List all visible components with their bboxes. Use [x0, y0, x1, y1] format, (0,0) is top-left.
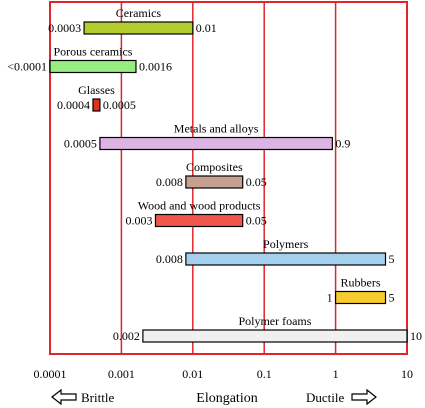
- range-bar: [99, 136, 333, 151]
- min-value-label: 0.003: [125, 214, 152, 228]
- max-value-label: 0.9: [335, 137, 350, 151]
- material-name: Composites: [186, 160, 243, 174]
- max-value-label: 5: [389, 252, 395, 266]
- brittle-label: Brittle: [81, 390, 114, 405]
- min-value-label: 1: [327, 291, 333, 305]
- max-value-label: 0.01: [196, 21, 217, 35]
- range-bar: [92, 98, 101, 112]
- x-axis-ticks: 0.0001 0.001 0.01 0.1 1 10: [34, 367, 414, 381]
- max-value-label: 0.0016: [139, 60, 172, 74]
- min-value-label: 0.0004: [57, 98, 90, 112]
- max-value-label: 0.05: [246, 214, 267, 228]
- material-name: Wood and wood products: [138, 199, 261, 213]
- x-tick-label: 1: [333, 367, 339, 381]
- max-value-label: 0.0005: [103, 98, 136, 112]
- ductile-label: Ductile: [306, 390, 344, 405]
- range-bar: [185, 175, 244, 189]
- min-value-label: 0.0003: [48, 21, 81, 35]
- range-bar: [83, 21, 194, 35]
- min-value-label: <0.0001: [7, 60, 47, 74]
- max-value-label: 5: [389, 291, 395, 305]
- material-name: Rubbers: [341, 276, 381, 290]
- x-tick-label: 10: [401, 367, 413, 381]
- x-tick-label: 0.01: [182, 367, 203, 381]
- max-value-label: 0.05: [246, 175, 267, 189]
- min-value-label: 0.0005: [64, 137, 97, 151]
- range-bar: [142, 329, 408, 343]
- material-name: Ceramics: [116, 6, 162, 20]
- max-value-label: 10: [410, 329, 422, 343]
- ductile-arrow-icon: [351, 388, 377, 406]
- material-name: Glasses: [78, 83, 115, 97]
- range-bars: Ceramics 0.0003 0.01 Porous ceramics <0.0001…: [7, 6, 422, 343]
- material-name: Polymers: [263, 237, 309, 251]
- plot-frame: [49, 1, 408, 355]
- x-axis-label: Elongation: [196, 391, 257, 406]
- material-name: Metals and alloys: [174, 122, 259, 136]
- range-bar: [49, 59, 137, 74]
- brittle-arrow-icon: [51, 388, 77, 406]
- x-tick-label: 0.0001: [34, 367, 67, 381]
- min-value-label: 0.008: [156, 252, 183, 266]
- range-bar: [185, 252, 387, 266]
- material-name: Porous ceramics: [53, 45, 132, 59]
- x-tick-label: 0.001: [108, 367, 135, 381]
- min-value-label: 0.008: [156, 175, 183, 189]
- x-tick-label: 0.1: [257, 367, 272, 381]
- range-bar: [335, 290, 387, 305]
- min-value-label: 0.002: [113, 329, 140, 343]
- material-name: Polymer foams: [238, 314, 311, 328]
- range-bar: [154, 213, 244, 228]
